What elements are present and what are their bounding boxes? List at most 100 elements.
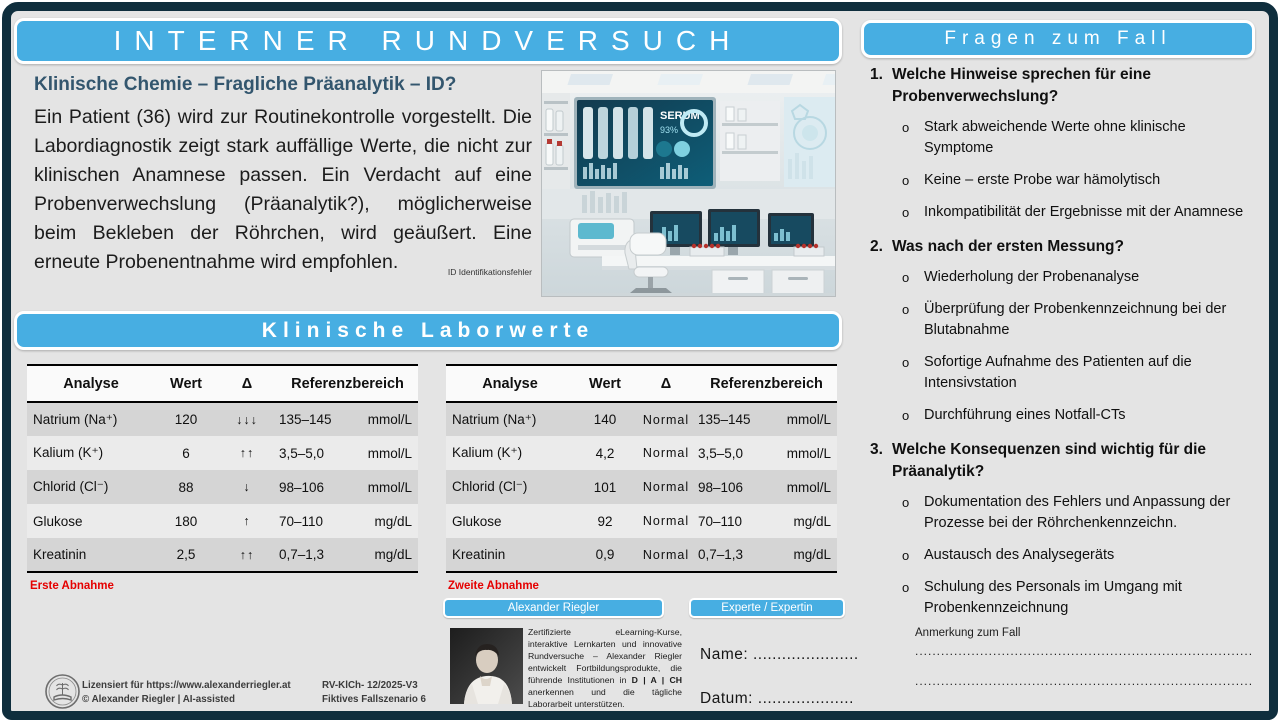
question-title: Was nach der ersten Messung? [892, 238, 1124, 255]
bullet-circle-icon: o [902, 580, 910, 595]
question-option: o Inkompatibilität der Ergebnisse mit der… [902, 202, 1264, 223]
cell-ref: 70–110 [279, 513, 324, 529]
labs-banner: Klinische Laborwerte [14, 311, 842, 350]
portrait-illustration [450, 628, 523, 704]
author-bio-part1: Zertifizierte eLearning-Kurse, interakti… [528, 627, 682, 685]
cell-ref: 98–106 [698, 479, 744, 495]
question-option: o Durchführung eines Notfall-CTs [902, 405, 1264, 426]
bullet-circle-icon: o [902, 173, 910, 188]
question-option: o Sofortige Aufnahme des Patienten auf di… [902, 352, 1264, 394]
col-header-analyse: Analyse [63, 375, 119, 392]
cell-ref: 0,7–1,3 [698, 547, 744, 562]
cell-value: 4,2 [595, 445, 615, 461]
col-header-referenzbereich: Referenzbereich [710, 375, 823, 392]
question-heading: 3. Welche Konsequenzen sind wichtig für d… [866, 439, 1264, 483]
cell-unit: mmol/L [367, 479, 413, 495]
cell-unit: mg/dL [793, 547, 832, 562]
cell-analyte: Kreatinin [33, 547, 87, 562]
author-badge: Alexander Riegler [443, 598, 664, 618]
author-portrait-photo [450, 628, 523, 704]
version-code: RV-KlCh- 12/2025-V3 [322, 680, 418, 691]
author-bio-part2: anerkennen und die tägliche Laborarbeit … [528, 687, 682, 709]
case-heading: Klinische Chemie – Fragliche Präanalytik… [34, 74, 457, 95]
cell-analyte: Glukose [452, 513, 502, 529]
datum-fillin-line: Datum: .................... [700, 690, 854, 707]
question-number: 2. [870, 238, 883, 255]
question-option-text: Schulung des Personals im Umgang mit Pro… [924, 579, 1182, 616]
question-heading: 1. Welche Hinweise sprechen für eine Prob… [866, 64, 1264, 108]
labs-banner-label: Klinische Laborwerte [261, 318, 595, 342]
cell-analyte: Chlorid (Cl⁻) [452, 479, 528, 494]
case-footnote: ID Identifikationsfehler [447, 267, 532, 277]
table-header-row: Analyse Wert Δ Referenzbereich [446, 365, 838, 402]
cell-value: 2,5 [176, 547, 196, 562]
author-bio: Zertifizierte eLearning-Kurse, interakti… [528, 626, 682, 710]
question-block-2: 2. Was nach der ersten Messung? o Wiederhol… [866, 236, 1264, 426]
seal-icon [44, 673, 81, 710]
scenario-label: Fiktives Fallszenario 6 [322, 693, 427, 705]
cell-analyte: Chlorid (Cl⁻) [33, 479, 109, 494]
cell-analyte: Glukose [33, 513, 83, 529]
page-title-label: INTERNER RUNDVERSUCH [113, 25, 743, 56]
col-header-referenzbereich: Referenzbereich [291, 375, 404, 392]
table-row: Kalium (K⁺) 6 ↑↑ 3,5–5,0 mmol/L [27, 436, 419, 470]
cell-value: 88 [178, 479, 194, 495]
expert-role-badge: Experte / Expertin [689, 598, 845, 618]
note-dotted-line-1: ........................................… [915, 644, 1253, 658]
question-option-text: Austausch des Analysegeräts [924, 547, 1115, 563]
table-row: Natrium (Na⁺) 120 ↓↓↓ 135–145 mmol/L [27, 402, 419, 436]
cell-unit: mmol/L [367, 445, 413, 461]
cell-value: 180 [174, 513, 198, 529]
col-header-wert: Wert [170, 375, 202, 392]
license-line1: Lizensiert für https://www.alexanderrieg… [82, 680, 291, 691]
question-option: o Stark abweichende Werte ohne klinische … [902, 117, 1264, 159]
question-option-text: Keine – erste Probe war hämolytisch [924, 172, 1161, 188]
cell-value: 140 [593, 412, 617, 427]
cell-ref: 135–145 [279, 412, 332, 427]
cell-unit: mmol/L [786, 412, 832, 427]
col-header-delta: Δ [241, 375, 253, 392]
cell-analyte: Kalium (K⁺) [33, 445, 104, 460]
cell-value: 120 [174, 412, 198, 427]
question-block-1: 1. Welche Hinweise sprechen für eine Prob… [866, 64, 1264, 223]
cell-delta: Normal [642, 480, 690, 494]
lab-table-first-draw: Analyse Wert Δ Referenzbereich Natrium (… [27, 364, 419, 573]
question-title: Welche Konsequenzen sind wichtig für die… [892, 441, 1207, 480]
cell-delta: ↑↑ [239, 547, 255, 562]
cell-delta: Normal [642, 412, 690, 427]
cell-analyte: Natrium (Na⁺) [33, 411, 118, 427]
question-option: o Schulung des Personals im Umgang mit Pr… [902, 577, 1264, 619]
table-row: Kreatinin 2,5 ↑↑ 0,7–1,3 mg/dL [27, 538, 419, 572]
cell-delta: ↓ [243, 480, 251, 494]
bullet-circle-icon: o [902, 408, 910, 423]
version-text: RV-KlCh- 12/2025-V3 Fiktives Fallszenari… [322, 679, 426, 706]
table-row: Kalium (K⁺) 4,2 Normal 3,5–5,0 mmol/L [446, 436, 838, 470]
cell-delta: ↓↓↓ [236, 412, 258, 427]
lab-photo-illustration: SERUM 93% [542, 71, 835, 296]
cell-value: 92 [597, 513, 613, 529]
question-block-3: 3. Welche Konsequenzen sind wichtig für d… [866, 439, 1264, 619]
license-line2: © Alexander Riegler | AI-assisted [82, 693, 235, 705]
questions-list: 1. Welche Hinweise sprechen für eine Prob… [866, 64, 1264, 632]
question-option: o Keine – erste Probe war hämolytisch [902, 170, 1264, 191]
cell-analyte: Kreatinin [452, 547, 506, 562]
cell-ref: 70–110 [698, 513, 743, 529]
cell-delta: ↑ [243, 514, 251, 528]
questions-banner: Fragen zum Fall [861, 20, 1255, 58]
cell-value: 0,9 [595, 547, 615, 562]
cell-delta: Normal [642, 547, 690, 562]
cell-unit: mg/dL [374, 547, 413, 562]
table-header-row: Analyse Wert Δ Referenzbereich [27, 365, 419, 402]
col-header-wert: Wert [589, 375, 621, 392]
cell-analyte: Natrium (Na⁺) [452, 411, 537, 427]
bullet-circle-icon: o [902, 270, 910, 285]
question-option: o Überprüfung der Probenkennzeichnung bei… [902, 299, 1264, 341]
col-header-delta: Δ [660, 375, 672, 392]
author-badge-label: Alexander Riegler [507, 602, 600, 614]
cell-ref: 3,5–5,0 [279, 445, 325, 461]
caption-erste-abnahme: Erste Abnahme [30, 580, 114, 592]
cell-unit: mmol/L [367, 412, 413, 427]
table-row: Kreatinin 0,9 Normal 0,7–1,3 mg/dL [446, 538, 838, 572]
author-bio-dach: D | A | CH [631, 675, 682, 685]
